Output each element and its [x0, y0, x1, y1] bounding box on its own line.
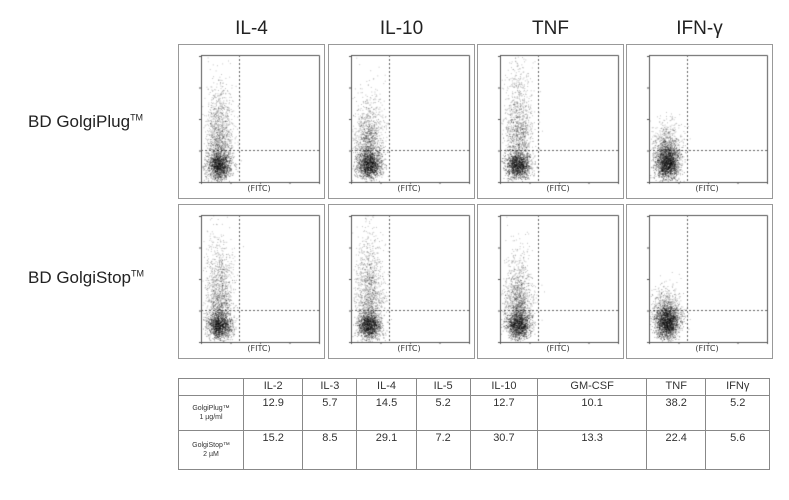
dot-plot-0-3: (FITC) [626, 44, 773, 199]
x-axis-label: (FITC) [546, 184, 570, 193]
dot-plot-0-2: (FITC) [477, 44, 624, 199]
value-cell: 22.4 [646, 430, 707, 470]
row-label-conc: 2 µM [203, 451, 219, 458]
dot-plot-0-0: (FITC) [178, 44, 325, 199]
dot-plot-1-1: (FITC) [328, 204, 475, 359]
row-label-text: BD GolgiStop [28, 268, 131, 287]
dot-plot-1-0: (FITC) [178, 204, 325, 359]
value-cell: 10.1 [537, 395, 648, 431]
table-row: GolgiPlug™ 1 µg/ml 12.9 5.7 14.5 5.2 12.7… [178, 395, 770, 431]
value-cell: 38.2 [646, 395, 707, 431]
column-header-il10: IL-10 [379, 18, 424, 39]
x-axis-label: (FITC) [397, 344, 421, 353]
header-cell: IL-3 [302, 378, 358, 396]
column-header-ifng: IFN-γ [676, 18, 723, 39]
scatter-points [627, 45, 772, 198]
row-label-golgiplug: BD GolgiPlugTM [28, 112, 143, 132]
scatter-points [478, 205, 623, 358]
dot-plot-1-3: (FITC) [626, 204, 773, 359]
scatter-points [329, 45, 474, 198]
row-label-text: BD GolgiPlug [28, 112, 131, 131]
header-cell [178, 378, 244, 396]
value-cell: 30.7 [469, 430, 539, 470]
scatter-points [329, 205, 474, 358]
row-label-conc: 1 µg/ml [199, 414, 223, 421]
x-axis-label: (FITC) [695, 184, 719, 193]
header-cell: IL-5 [415, 378, 471, 396]
value-cell: 14.5 [356, 395, 417, 431]
value-cell: 15.2 [242, 430, 304, 470]
value-cell: 13.3 [537, 430, 648, 470]
header-cell: IL-2 [242, 378, 304, 396]
table-row: GolgiStop™ 2 µM 15.2 8.5 29.1 7.2 30.7 13… [178, 430, 770, 470]
header-cell: IL-10 [469, 378, 539, 396]
tm-mark: TM [130, 112, 144, 123]
value-cell: 7.2 [415, 430, 471, 470]
tm-mark: TM [131, 268, 144, 279]
value-cell: 5.2 [415, 395, 471, 431]
dot-plot-0-1: (FITC) [328, 44, 475, 199]
header-cell: GM-CSF [537, 378, 648, 396]
percentage-table: IL-2 IL-3 IL-4 IL-5 IL-10 GM-CSF TNF IFN… [178, 378, 770, 470]
value-cell: 12.9 [242, 395, 304, 431]
scatter-points [627, 205, 772, 358]
header-cell: TNF [646, 378, 707, 396]
row-label-golgistop: BD GolgiStopTM [28, 268, 144, 288]
value-cell: 8.5 [302, 430, 358, 470]
x-axis-label: (FITC) [546, 344, 570, 353]
value-cell: 12.7 [469, 395, 539, 431]
value-cell: 5.6 [705, 430, 770, 470]
value-cell: 29.1 [356, 430, 417, 470]
scatter-points [478, 45, 623, 198]
value-cell: 5.7 [302, 395, 358, 431]
column-header-tnf: TNF [532, 18, 569, 39]
scatter-points [179, 45, 324, 198]
scatter-points [179, 205, 324, 358]
row-label: GolgiStop™ 2 µM [178, 430, 244, 470]
x-axis-label: (FITC) [247, 344, 271, 353]
header-cell: IL-4 [356, 378, 417, 396]
x-axis-label: (FITC) [695, 344, 719, 353]
row-label: GolgiPlug™ 1 µg/ml [178, 395, 244, 431]
table-header-row: IL-2 IL-3 IL-4 IL-5 IL-10 GM-CSF TNF IFN… [178, 378, 770, 396]
value-cell: 5.2 [705, 395, 770, 431]
row-label-name: GolgiStop™ [192, 442, 230, 449]
row-label-name: GolgiPlug™ [192, 405, 230, 412]
x-axis-label: (FITC) [397, 184, 421, 193]
x-axis-label: (FITC) [247, 184, 271, 193]
header-cell: IFNγ [705, 378, 770, 396]
column-header-il4: IL-4 [235, 18, 268, 39]
dot-plot-1-2: (FITC) [477, 204, 624, 359]
